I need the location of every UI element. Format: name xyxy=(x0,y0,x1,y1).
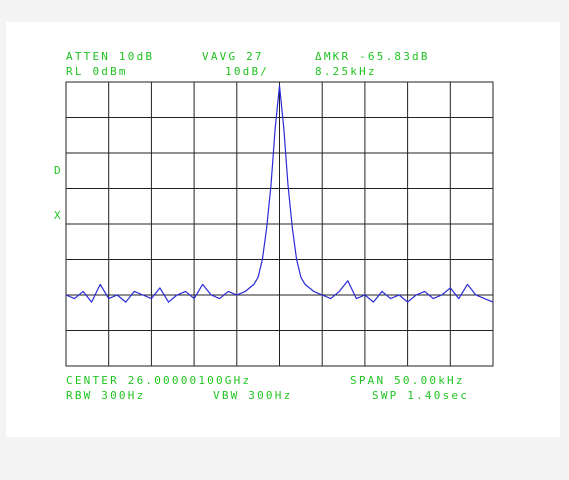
annotation: SWP 1.40sec xyxy=(372,389,469,402)
annotation: ATTEN 10dB xyxy=(66,50,154,63)
annotation: RL 0dBm xyxy=(66,65,128,78)
annotation: D xyxy=(54,164,63,177)
annotation: ΔMKR -65.83dB xyxy=(315,50,430,63)
annotation: X xyxy=(54,209,63,222)
annotation: RBW 300Hz xyxy=(66,389,145,402)
annotation: VBW 300Hz xyxy=(213,389,292,402)
annotation: 10dB/ xyxy=(225,65,269,78)
annotation: VAVG 27 xyxy=(202,50,264,63)
panel xyxy=(6,22,560,437)
trace xyxy=(65,85,494,303)
annotation: SPAN 50.00kHz xyxy=(350,374,465,387)
annotation: CENTER 26.00000100GHz xyxy=(66,374,251,387)
annotation: 8.25kHz xyxy=(315,65,377,78)
